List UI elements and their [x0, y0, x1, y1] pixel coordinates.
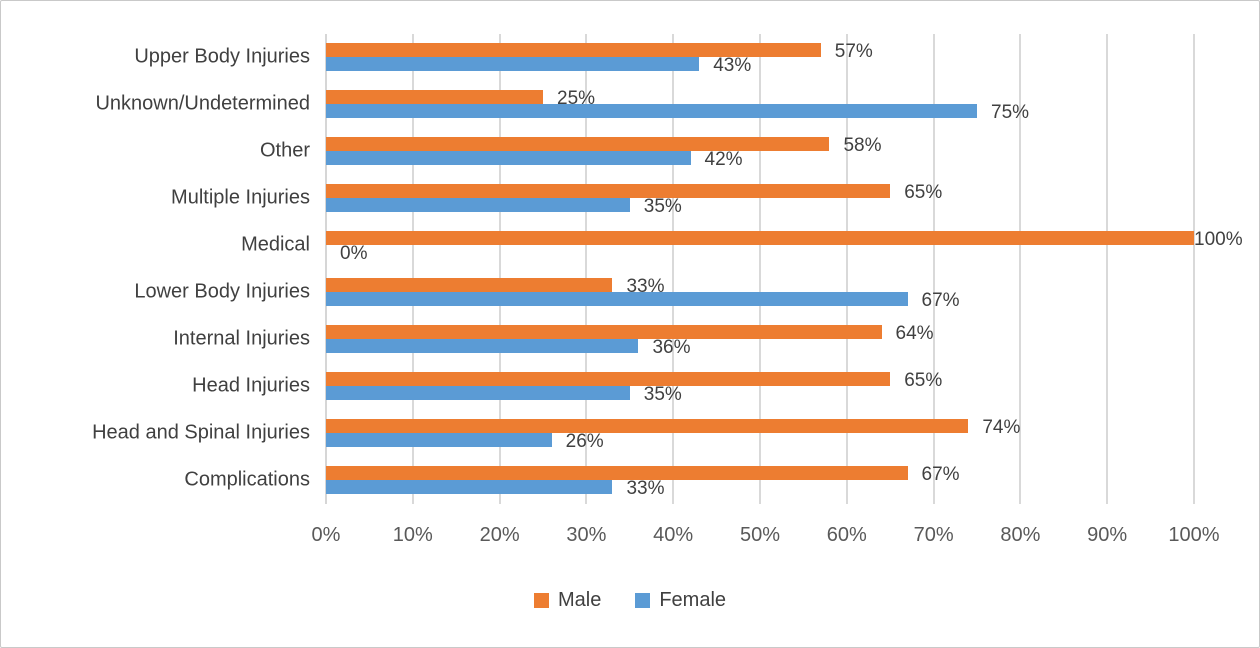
female-bar [326, 292, 908, 306]
gridline [1019, 34, 1022, 504]
female-data-label: 35% [643, 384, 682, 405]
male-bar [326, 231, 1194, 245]
male-data-label: 65% [904, 182, 943, 203]
male-bar [326, 325, 882, 339]
male-bar [326, 184, 891, 198]
female-bar [326, 57, 700, 71]
category-label: Head and Spinal Injuries [92, 421, 310, 444]
female-data-label: 35% [643, 196, 682, 217]
gridline [585, 34, 588, 504]
category-label: Medical [241, 233, 310, 256]
gridline [932, 34, 935, 504]
category-label: Complications [184, 468, 310, 491]
category-label: Head Injuries [192, 374, 310, 397]
x-tick-label: 10% [392, 524, 433, 546]
category-label: Lower Body Injuries [134, 280, 310, 303]
female-bar [326, 198, 630, 212]
x-tick-label: 0% [311, 524, 341, 546]
female-bar [326, 339, 639, 353]
male-legend-swatch-icon [533, 593, 549, 608]
category-label: Internal Injuries [173, 327, 310, 350]
x-tick-label: 60% [826, 524, 867, 546]
gridline [498, 34, 501, 504]
male-bar [326, 278, 613, 292]
gridline [1106, 34, 1109, 504]
x-tick-label: 90% [1087, 524, 1128, 546]
female-data-label: 75% [991, 102, 1030, 123]
female-data-label: 67% [921, 290, 960, 311]
category-label: Unknown/Undetermined [95, 92, 310, 115]
legend-label: Female [659, 589, 727, 611]
y-axis-line [325, 34, 327, 504]
female-legend-swatch-icon [635, 593, 651, 608]
gridline [845, 34, 848, 504]
female-data-label: 0% [340, 243, 368, 264]
legend: Male Female [1, 589, 1259, 612]
female-data-label: 42% [704, 149, 743, 170]
gridline [411, 34, 414, 504]
male-data-label: 25% [557, 88, 596, 109]
female-bar [326, 104, 977, 118]
x-tick-label: 100% [1168, 524, 1220, 546]
category-label: Upper Body Injuries [134, 45, 310, 68]
male-bar [326, 372, 891, 386]
male-data-label: 74% [982, 417, 1021, 438]
category-label: Other [259, 139, 310, 162]
male-data-label: 58% [843, 135, 882, 156]
male-bar [326, 419, 969, 433]
male-bar [326, 90, 543, 104]
gridline [759, 34, 761, 504]
male-bar [326, 137, 830, 151]
male-data-label: 57% [834, 41, 873, 62]
x-tick-label: 50% [739, 524, 781, 546]
male-bar [326, 466, 908, 480]
legend-item-female: Female [635, 589, 726, 612]
x-tick-label: 30% [566, 524, 607, 546]
x-tick-label: 40% [653, 524, 694, 546]
male-data-label: 100% [1194, 229, 1243, 250]
female-bar [326, 386, 630, 400]
female-data-label: 26% [565, 431, 604, 452]
female-bar [326, 480, 613, 494]
female-data-label: 43% [713, 55, 752, 76]
legend-label: Male [557, 589, 602, 611]
gridline [672, 34, 675, 504]
male-data-label: 33% [626, 276, 665, 297]
male-data-label: 65% [904, 370, 943, 391]
female-data-label: 33% [626, 478, 665, 499]
male-bar [326, 43, 821, 57]
female-data-label: 36% [652, 337, 691, 358]
female-bar [326, 151, 691, 165]
x-tick-label: 80% [1000, 524, 1041, 546]
category-label: Multiple Injuries [171, 186, 310, 209]
legend-item-male: Male [533, 589, 602, 612]
x-tick-label: 70% [913, 524, 954, 546]
gridline [1193, 34, 1195, 504]
male-data-label: 67% [921, 464, 960, 485]
male-data-label: 64% [895, 323, 934, 344]
female-bar [326, 433, 552, 447]
x-tick-label: 20% [479, 524, 520, 546]
